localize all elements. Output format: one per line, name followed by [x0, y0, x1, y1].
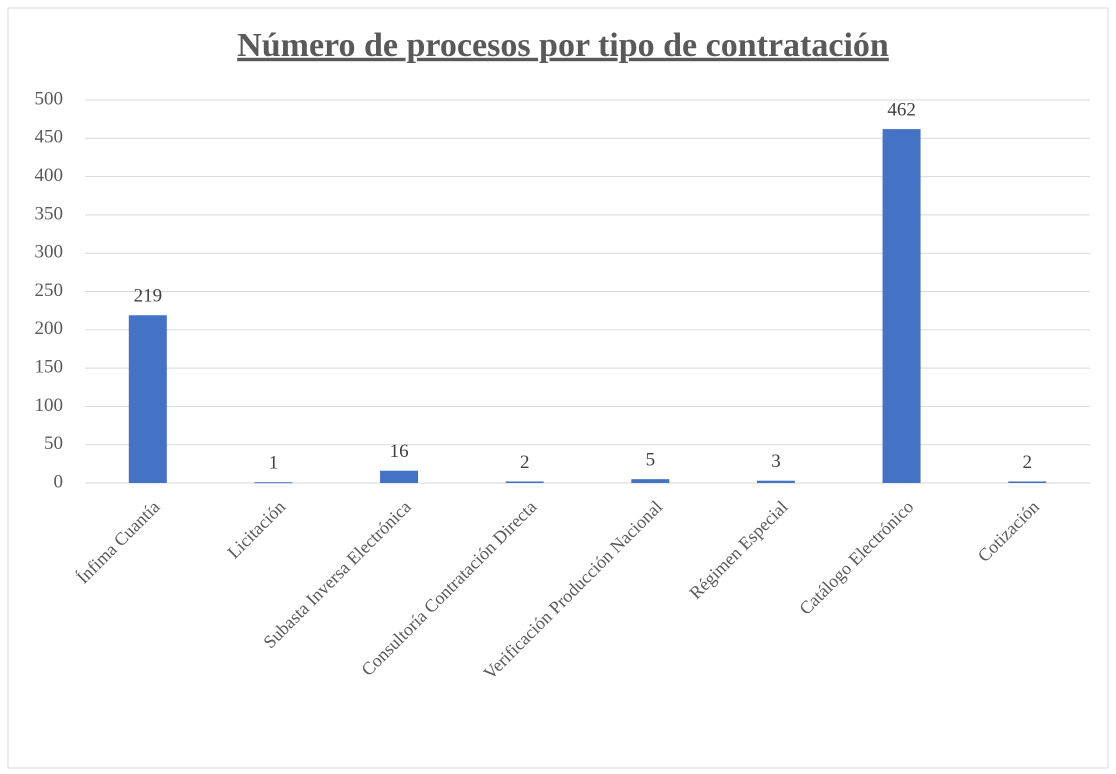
y-tick-label: 0 — [54, 471, 64, 492]
data-label: 2 — [1022, 452, 1032, 473]
bar — [631, 479, 670, 483]
y-tick-label: 100 — [35, 395, 64, 416]
y-tick-label: 400 — [35, 165, 64, 186]
data-label: 1 — [269, 453, 279, 474]
bar — [380, 470, 419, 483]
bar — [254, 482, 293, 484]
data-label: 3 — [771, 451, 781, 472]
bar — [128, 315, 167, 483]
data-label: 462 — [887, 99, 916, 120]
bar — [1008, 481, 1047, 483]
chart-border — [7, 7, 1109, 769]
y-tick-label: 250 — [35, 280, 64, 301]
y-tick-label: 350 — [35, 203, 64, 224]
y-tick-label: 300 — [35, 242, 64, 263]
data-label: 2 — [520, 452, 530, 473]
bar — [505, 481, 544, 483]
y-tick-label: 500 — [35, 88, 64, 109]
bar — [756, 480, 795, 483]
data-label: 16 — [390, 441, 409, 462]
y-tick-label: 200 — [35, 318, 64, 339]
data-label: 5 — [646, 450, 656, 471]
y-tick-label: 150 — [35, 356, 64, 377]
data-label: 219 — [134, 286, 163, 307]
y-tick-label: 50 — [44, 433, 63, 454]
y-tick-label: 450 — [35, 127, 64, 148]
chart-title: Número de procesos por tipo de contratac… — [237, 27, 889, 64]
bar — [882, 129, 921, 483]
